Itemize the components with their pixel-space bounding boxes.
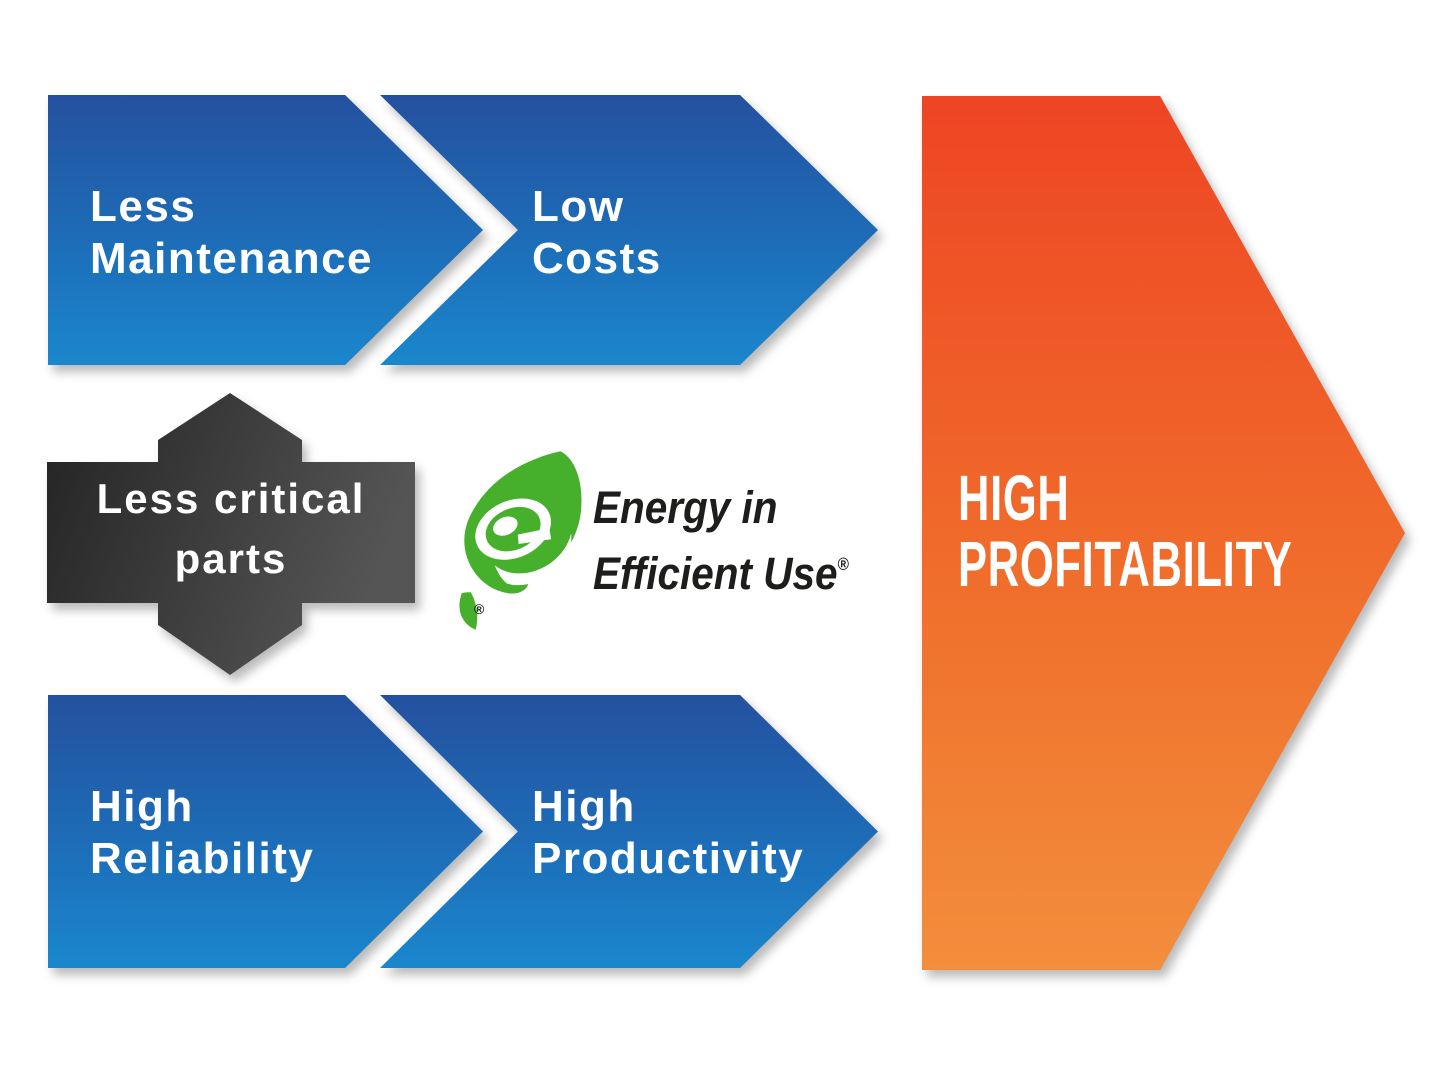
label-high-productivity: High Productivity — [532, 781, 804, 885]
label-line: Maintenance — [90, 234, 374, 283]
label-line: Less — [90, 182, 197, 231]
high-reliability-arrow — [48, 695, 483, 968]
label-line: HIGH — [958, 462, 1070, 534]
less-maintenance-arrow — [48, 95, 483, 365]
label-line: Low — [532, 182, 625, 231]
registered-mark: ® — [837, 555, 849, 574]
less-critical-parts-badge — [47, 393, 415, 675]
label-line: parts — [174, 535, 288, 582]
energy-leaf-icon — [459, 451, 582, 630]
label-high-profitability: HIGH PROFITABILITY — [958, 465, 1292, 597]
energy-in-efficient-use-wordmark: Energy in Efficient Use® — [593, 479, 849, 602]
wordmark-line-1: Energy in — [593, 482, 778, 533]
label-line: High — [532, 782, 636, 831]
label-line: Productivity — [532, 834, 805, 883]
label-line: Costs — [532, 234, 662, 283]
label-line: PROFITABILITY — [958, 528, 1293, 600]
badge-shape — [47, 393, 415, 675]
label-line: Reliability — [90, 834, 315, 883]
label-line: Less critical — [96, 475, 366, 522]
label-less-critical-parts: Less critical parts — [47, 469, 415, 589]
high-profitability-arrow — [922, 96, 1405, 970]
label-less-maintenance: Less Maintenance — [90, 181, 373, 285]
label-line: High — [90, 782, 194, 831]
wordmark-line-2: Efficient Use® — [593, 547, 849, 599]
leaf-registered-mark: ® — [474, 601, 485, 617]
label-low-costs: Low Costs — [532, 181, 662, 285]
label-high-reliability: High Reliability — [90, 781, 314, 885]
